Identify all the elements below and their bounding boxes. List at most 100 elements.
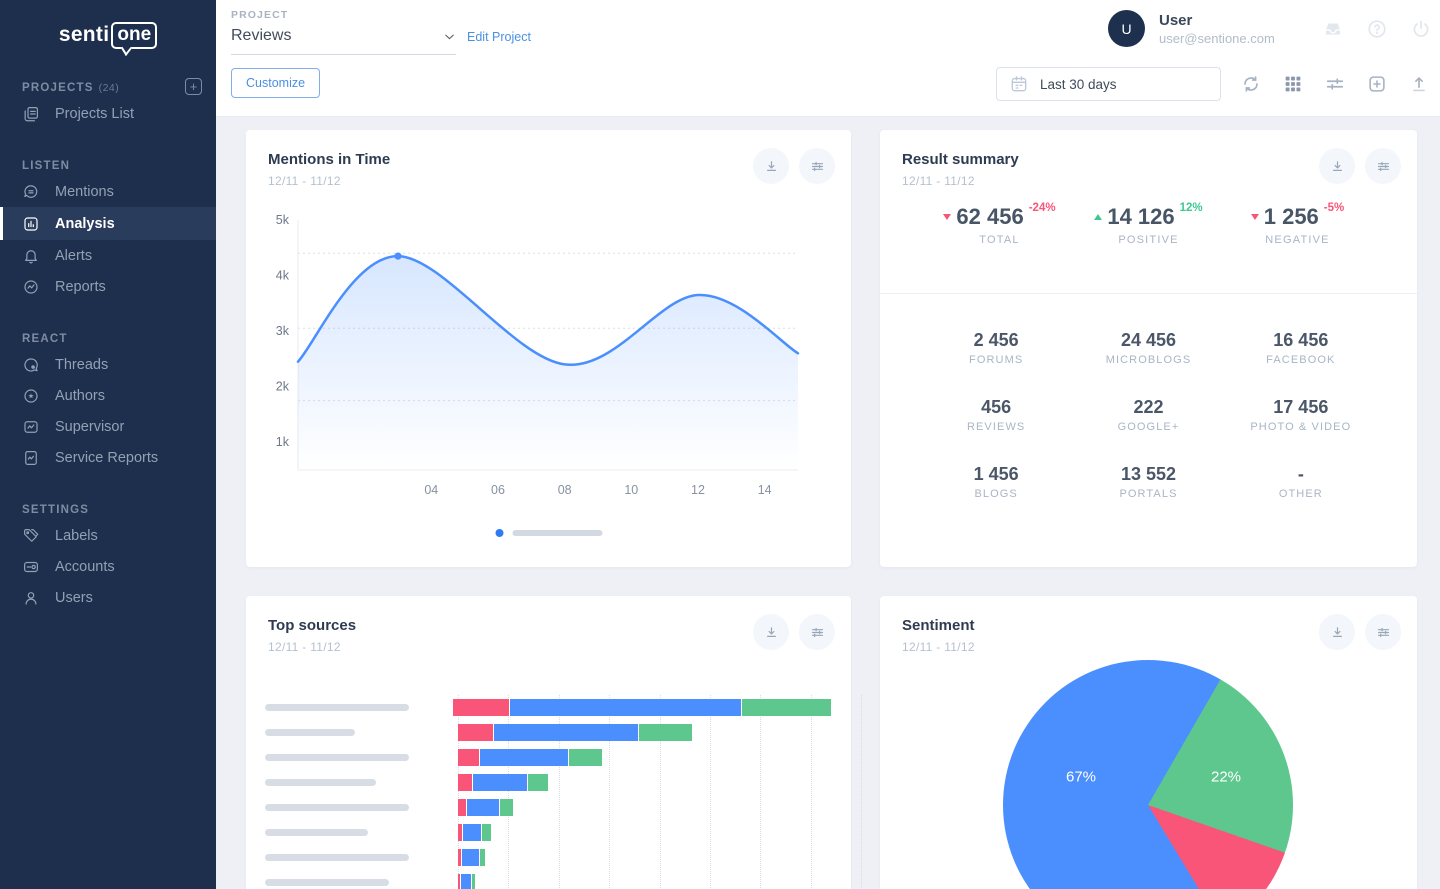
chevron-down-icon <box>445 34 454 39</box>
sentiment-pie-chart: 22% 67% <box>1003 660 1293 889</box>
bar-segment-neutral[interactable] <box>494 724 638 741</box>
bar-segment-neutral[interactable] <box>463 824 481 841</box>
divider <box>880 293 1417 294</box>
panel-title: Result summary <box>902 151 1019 168</box>
power-icon[interactable] <box>1410 18 1432 40</box>
trend-down-icon <box>1250 214 1259 220</box>
bar-segment-negative[interactable] <box>458 749 479 766</box>
edit-project-link[interactable]: Edit Project <box>467 30 531 44</box>
sidebar-item-projects-list[interactable]: Projects List <box>0 98 216 129</box>
bar-segment-neutral[interactable] <box>462 849 479 866</box>
sidebar-item-service-reports[interactable]: Service Reports <box>0 442 216 473</box>
refresh-icon[interactable] <box>1240 73 1262 95</box>
avatar[interactable]: U <box>1108 10 1145 47</box>
kpi-value: 14 126 <box>1107 204 1175 229</box>
bar-segment-negative[interactable] <box>458 874 460 889</box>
bar-segment-neutral[interactable] <box>473 774 527 791</box>
pulse-doc-icon <box>22 449 40 467</box>
kpi-value: 1 256 <box>1263 204 1319 229</box>
date-range-picker[interactable]: Last 30 days <box>996 67 1221 101</box>
bar-segment-neutral[interactable] <box>461 874 471 889</box>
sidebar-item-label: Labels <box>55 527 98 544</box>
source-row <box>265 849 831 866</box>
kpi-change: -24% <box>1028 202 1056 214</box>
sidebar-item-analysis[interactable]: Analysis <box>0 207 216 240</box>
svg-text:2k: 2k <box>276 380 290 394</box>
source-label-skeleton <box>265 754 409 761</box>
bar-segment-positive[interactable] <box>480 849 485 866</box>
bar-chart-icon <box>22 215 40 233</box>
sidebar-item-users[interactable]: Users <box>0 582 216 613</box>
section-title-listen: LISTEN <box>22 160 71 172</box>
stat-photo-video: 17 456 PHOTO & VIDEO <box>1250 397 1352 433</box>
kpi-change: -5% <box>1323 202 1345 214</box>
calendar-icon <box>1011 76 1027 92</box>
inbox-icon[interactable] <box>1322 18 1344 40</box>
bar-segment-positive[interactable] <box>569 749 602 766</box>
download-button[interactable] <box>1319 614 1355 650</box>
bar-segment-positive[interactable] <box>742 699 831 716</box>
section-title-settings: SETTINGS <box>22 504 90 516</box>
sidebar-item-label: Accounts <box>55 558 115 575</box>
customize-button[interactable]: Customize <box>231 68 321 98</box>
bar-segment-positive[interactable] <box>472 874 475 889</box>
bar-segment-positive[interactable] <box>528 774 548 791</box>
kpi-label: TOTAL <box>979 234 1020 246</box>
date-range-value: Last 30 days <box>1040 76 1117 92</box>
user-block[interactable]: U User user@sentione.com <box>1108 10 1275 47</box>
kpi-value: 62 456 <box>956 204 1024 229</box>
add-widget-icon[interactable] <box>1366 73 1388 95</box>
project-select[interactable]: PROJECT Reviews <box>231 9 456 55</box>
bar-segment-negative[interactable] <box>458 774 472 791</box>
chart-settings-button[interactable] <box>799 614 835 650</box>
mentions-line-chart: 5k 4k 3k 2k 1k 04 06 08 10 12 14 <box>264 210 824 500</box>
pie-slice-label: 67% <box>1065 768 1097 786</box>
svg-text:1k: 1k <box>276 435 290 449</box>
sidebar-item-supervisor[interactable]: Supervisor <box>0 411 216 442</box>
stat-microblogs: 24 456 MICROBLOGS <box>1105 330 1192 366</box>
bar-segment-positive[interactable] <box>500 799 513 816</box>
sidebar-item-authors[interactable]: Authors <box>0 380 216 411</box>
help-icon[interactable] <box>1366 18 1388 40</box>
add-project-button[interactable]: + <box>185 78 202 95</box>
bar-gridlines <box>458 695 862 889</box>
download-button[interactable] <box>1319 148 1355 184</box>
grid-view-icon[interactable] <box>1282 73 1304 95</box>
sidebar-item-reports[interactable]: Reports <box>0 271 216 302</box>
panel-top-sources: Top sources 12/11 - 11/12 <box>246 596 862 889</box>
logo-text-one: one <box>111 21 158 49</box>
sidebar-item-mentions[interactable]: Mentions <box>0 176 216 207</box>
bell-icon <box>22 247 40 265</box>
sidebar-item-label: Supervisor <box>55 418 125 435</box>
top-sources-chart <box>265 695 862 889</box>
bar-segment-neutral[interactable] <box>510 699 741 716</box>
bar-segment-positive[interactable] <box>639 724 692 741</box>
sidebar-item-label: Analysis <box>55 215 115 232</box>
svg-text:14: 14 <box>758 483 772 497</box>
bar-segment-neutral[interactable] <box>480 749 568 766</box>
chart-settings-button[interactable] <box>1365 614 1401 650</box>
svg-text:10: 10 <box>624 483 638 497</box>
sidebar-item-accounts[interactable]: Accounts <box>0 551 216 582</box>
source-label-skeleton <box>265 704 409 711</box>
bar-segment-negative[interactable] <box>453 699 509 716</box>
bar-segment-negative[interactable] <box>458 724 493 741</box>
source-label-skeleton <box>265 804 409 811</box>
sidebar-item-threads[interactable]: Threads <box>0 349 216 380</box>
export-icon[interactable] <box>1408 73 1430 95</box>
section-title-react: REACT <box>22 333 68 345</box>
chart-settings-button[interactable] <box>1365 148 1401 184</box>
bar-segment-negative[interactable] <box>458 849 461 866</box>
download-button[interactable] <box>753 148 789 184</box>
download-button[interactable] <box>753 614 789 650</box>
bar-segment-negative[interactable] <box>458 824 462 841</box>
bar-segment-positive[interactable] <box>482 824 491 841</box>
stat-blogs: 1 456 BLOGS <box>973 464 1019 500</box>
filters-icon[interactable] <box>1324 73 1346 95</box>
sidebar-item-alerts[interactable]: Alerts <box>0 240 216 271</box>
bar-segment-neutral[interactable] <box>467 799 499 816</box>
svg-text:4k: 4k <box>276 269 290 283</box>
chart-settings-button[interactable] <box>799 148 835 184</box>
bar-segment-negative[interactable] <box>458 799 466 816</box>
sidebar-item-labels[interactable]: Labels <box>0 520 216 551</box>
